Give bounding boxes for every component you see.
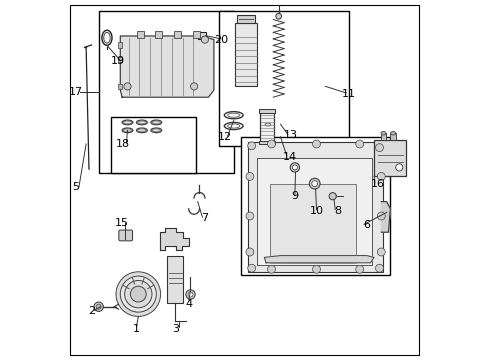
Circle shape: [267, 265, 275, 273]
Circle shape: [377, 172, 385, 180]
Circle shape: [267, 140, 275, 148]
Circle shape: [377, 248, 385, 256]
Ellipse shape: [152, 129, 160, 132]
Text: 17: 17: [69, 87, 83, 97]
Text: 19: 19: [110, 56, 124, 66]
Bar: [258, 141, 275, 144]
Circle shape: [289, 163, 299, 172]
Ellipse shape: [138, 129, 145, 132]
Ellipse shape: [151, 128, 162, 133]
Text: 18: 18: [116, 139, 130, 149]
Circle shape: [312, 140, 320, 148]
Ellipse shape: [122, 120, 133, 125]
Bar: [235, 23, 257, 86]
Text: 11: 11: [341, 89, 355, 99]
Circle shape: [247, 264, 255, 272]
Ellipse shape: [136, 120, 147, 125]
Text: 8: 8: [334, 206, 341, 216]
Circle shape: [375, 144, 383, 152]
Circle shape: [245, 212, 253, 220]
Ellipse shape: [138, 121, 145, 124]
Circle shape: [328, 193, 336, 200]
Text: 5: 5: [72, 182, 79, 192]
Text: 15: 15: [115, 218, 129, 228]
Circle shape: [187, 292, 193, 297]
Ellipse shape: [123, 129, 131, 132]
Polygon shape: [120, 36, 213, 97]
Circle shape: [185, 290, 195, 299]
Circle shape: [395, 164, 402, 171]
Ellipse shape: [390, 131, 395, 135]
Text: 13: 13: [284, 130, 298, 140]
Circle shape: [245, 248, 253, 256]
Ellipse shape: [151, 120, 162, 125]
Circle shape: [275, 13, 281, 19]
Ellipse shape: [122, 128, 133, 133]
Circle shape: [375, 264, 383, 272]
Bar: [136, 31, 143, 38]
Text: 1: 1: [133, 324, 140, 334]
Circle shape: [377, 212, 385, 220]
Circle shape: [312, 265, 320, 273]
Bar: [118, 42, 122, 48]
Bar: [219, 11, 348, 146]
Text: 14: 14: [282, 152, 296, 162]
Text: 2: 2: [88, 306, 95, 316]
Ellipse shape: [262, 122, 273, 127]
Circle shape: [245, 172, 253, 180]
Circle shape: [123, 83, 131, 90]
Bar: [155, 31, 162, 38]
Text: 3: 3: [172, 324, 179, 334]
Circle shape: [355, 140, 363, 148]
Text: 10: 10: [309, 206, 323, 216]
Bar: [118, 84, 122, 89]
Circle shape: [124, 280, 152, 308]
Bar: [111, 117, 196, 173]
Bar: [99, 11, 233, 173]
Ellipse shape: [123, 121, 131, 124]
Ellipse shape: [152, 121, 160, 124]
Circle shape: [311, 181, 317, 186]
Polygon shape: [160, 228, 188, 250]
Text: 6: 6: [363, 220, 369, 230]
Circle shape: [120, 276, 156, 312]
Bar: [174, 31, 181, 38]
Polygon shape: [381, 202, 389, 232]
Text: 7: 7: [201, 213, 208, 223]
Text: 12: 12: [217, 132, 231, 142]
Circle shape: [94, 302, 103, 311]
Ellipse shape: [380, 131, 385, 135]
FancyBboxPatch shape: [373, 140, 406, 176]
Bar: [257, 158, 371, 265]
Circle shape: [309, 178, 320, 189]
Bar: [118, 57, 122, 62]
Polygon shape: [264, 256, 373, 263]
Bar: [241, 137, 389, 275]
Text: 20: 20: [214, 35, 228, 45]
Bar: [258, 109, 275, 113]
Bar: [380, 133, 386, 140]
Circle shape: [116, 272, 160, 316]
Bar: [237, 15, 255, 23]
Circle shape: [355, 265, 363, 273]
Bar: [197, 32, 205, 39]
Circle shape: [96, 304, 101, 309]
Bar: [260, 111, 274, 143]
Bar: [247, 142, 382, 272]
FancyBboxPatch shape: [119, 230, 132, 241]
Bar: [389, 133, 395, 140]
Circle shape: [190, 83, 197, 90]
Circle shape: [292, 165, 297, 170]
Bar: [167, 256, 183, 303]
Ellipse shape: [136, 128, 147, 133]
Text: 9: 9: [291, 191, 298, 201]
Text: 16: 16: [370, 179, 384, 189]
Bar: [269, 184, 355, 263]
Text: 4: 4: [185, 299, 192, 309]
Circle shape: [130, 286, 146, 302]
Bar: [192, 31, 200, 38]
Circle shape: [247, 142, 255, 150]
Circle shape: [201, 36, 208, 43]
